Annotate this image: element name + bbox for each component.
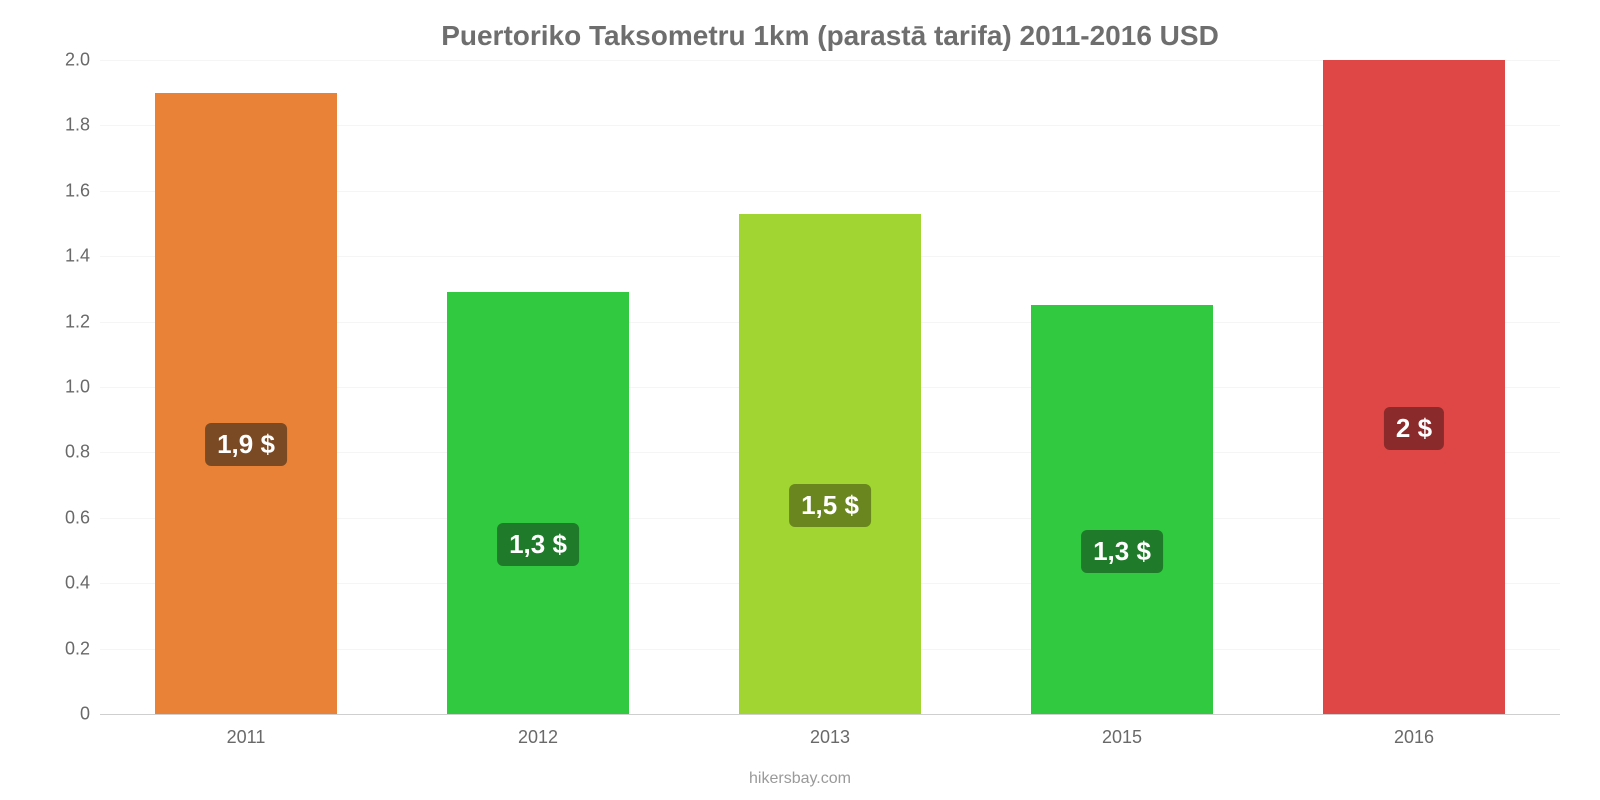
bar-value-label: 1,5 $ [789, 484, 871, 527]
bar-value-label: 1,3 $ [1081, 530, 1163, 573]
chart-footer: hikersbay.com [0, 770, 1600, 788]
y-axis-tick: 0.2 [45, 638, 90, 659]
y-axis-tick: 0.4 [45, 573, 90, 594]
chart-container: Puertoriko Taksometru 1km (parastā tarif… [0, 0, 1600, 800]
x-axis-tick: 2012 [518, 727, 558, 748]
bar: 2 $ [1323, 60, 1504, 714]
y-axis-tick: 1.2 [45, 311, 90, 332]
x-axis-tick: 2011 [227, 727, 266, 748]
y-axis-tick: 2.0 [45, 50, 90, 71]
bar: 1,9 $ [155, 93, 336, 714]
y-axis-tick: 0.8 [45, 442, 90, 463]
y-axis-tick: 1.8 [45, 115, 90, 136]
bar-value-label: 1,9 $ [205, 423, 287, 466]
y-axis-tick: 0 [45, 704, 90, 725]
bar: 1,3 $ [1031, 305, 1212, 714]
bar: 1,5 $ [739, 214, 920, 714]
y-axis-tick: 1.6 [45, 180, 90, 201]
y-axis-tick: 1.4 [45, 246, 90, 267]
bar: 1,3 $ [447, 292, 628, 714]
chart-title: Puertoriko Taksometru 1km (parastā tarif… [100, 20, 1560, 52]
plot-area: 00.20.40.60.81.01.21.41.61.82.01,9 $2011… [100, 60, 1560, 715]
bar-value-label: 1,3 $ [497, 523, 579, 566]
x-axis-tick: 2016 [1394, 727, 1434, 748]
x-axis-tick: 2015 [1102, 727, 1142, 748]
x-axis-tick: 2013 [810, 727, 850, 748]
y-axis-tick: 0.6 [45, 507, 90, 528]
bar-value-label: 2 $ [1384, 407, 1444, 450]
y-axis-tick: 1.0 [45, 377, 90, 398]
